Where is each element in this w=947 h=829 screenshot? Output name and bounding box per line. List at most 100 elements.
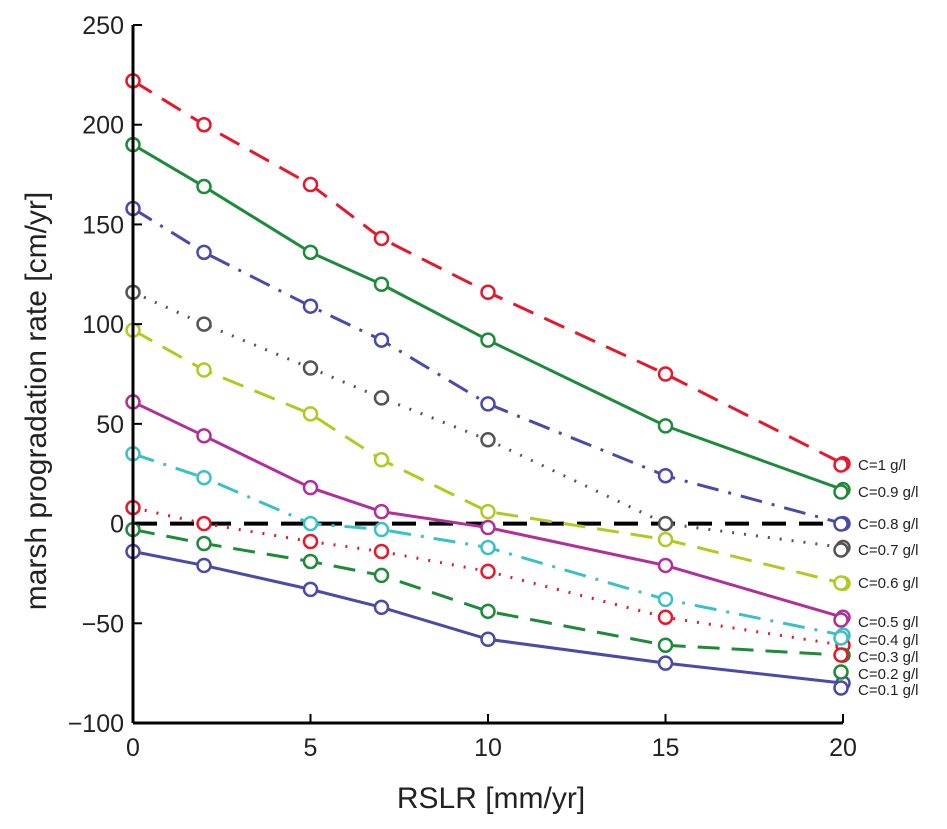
data-point [302,298,319,314]
series-line [132,207,844,526]
x-tick-label: 20 [829,734,857,762]
legend-item: C=0.4 g/l [833,630,918,649]
legend-group: C=1 g/l C=0.9 g/l C=0.8 g/l C=0.7 g/l C=0.6 … [833,457,918,699]
data-point [196,428,212,444]
data-point [302,515,319,532]
legend-marker [833,647,849,663]
legend-item: C=1 g/l [833,457,906,474]
series-2 [125,136,851,498]
data-point [480,563,496,580]
data-point [196,515,212,532]
legend-label: C=0.6 g/l [858,575,918,592]
legend-marker [833,664,849,680]
data-point [196,316,212,332]
legend-label: C=0.9 g/l [858,484,918,501]
data-point [373,503,390,520]
data-point [196,469,212,486]
x-tick-label: 0 [126,734,140,762]
legend-label: C=0.7 g/l [858,542,918,559]
data-point [657,531,674,548]
legend-label: C=0.4 g/l [858,632,918,649]
data-point [373,332,390,348]
data-point [302,176,319,193]
data-point [657,655,674,671]
series-3 [125,200,851,532]
data-point [373,276,390,293]
y-tick-label: 50 [96,411,124,439]
y-tick-label: 250 [82,12,124,40]
data-point [480,519,496,536]
data-point [657,515,674,532]
data-point [196,244,212,261]
data-point [657,591,674,608]
series-8 [125,499,851,653]
legend-item: C=0.7 g/l [833,542,918,559]
data-point [480,332,496,348]
legend-marker [833,630,849,646]
data-point [373,230,390,247]
data-point [302,244,319,261]
data-point [480,396,496,412]
data-point [373,567,390,584]
data-point [196,178,212,195]
data-point [302,406,319,422]
data-point [373,599,390,616]
legend-item: C=0.5 g/l [833,612,918,631]
data-point [302,360,319,376]
data-point [657,467,674,484]
legend-marker [833,612,849,628]
data-point [196,535,212,552]
x-axis-label: RSLR [mm/yr] [397,782,585,815]
data-point [196,362,212,378]
legend-label: C=0.2 g/l [858,666,918,683]
legend-item: C=0.8 g/l [833,516,918,533]
data-point [480,603,496,620]
y-axis-label: marsh progradation rate [cm/yr] [20,192,53,611]
y-tick-label: 0 [110,511,124,539]
legend-marker [833,484,849,500]
data-point [373,521,390,538]
series-10 [125,543,851,691]
data-point [302,533,319,550]
legend-item: C=0.1 g/l [833,680,918,699]
x-tick-label: 10 [474,734,502,762]
data-point [196,557,212,574]
legend-marker [833,457,849,473]
series-group [125,73,851,691]
data-point [657,557,674,574]
series-6 [125,394,851,626]
data-point [373,390,390,406]
legend-marker [833,516,849,532]
data-point [480,503,496,520]
data-point [480,432,496,448]
data-point [657,637,674,653]
y-tick-label: 150 [82,211,124,239]
data-point [480,539,496,556]
legend-label: C=0.3 g/l [858,649,918,666]
data-point [657,609,674,626]
data-point [302,553,319,570]
legend-marker [833,680,849,696]
data-point [480,284,496,300]
y-tick-label: 100 [82,311,124,339]
legend-item: C=0.3 g/l [833,647,918,666]
legend-marker [833,575,849,591]
data-point [657,418,674,434]
legend-label: C=0.8 g/l [858,516,918,533]
legend-label: C=1 g/l [858,457,906,474]
data-point [373,543,390,560]
data-point [196,116,212,133]
legend-item: C=0.9 g/l [833,484,918,501]
data-point [480,631,496,647]
data-point [657,366,674,382]
legend-marker [833,542,849,558]
y-tick-label: −100 [68,710,124,738]
legend-item: C=0.6 g/l [833,575,918,592]
legend-label: C=0.5 g/l [858,614,918,631]
x-tick-label: 15 [652,734,680,762]
y-tick-label: 200 [82,112,124,140]
data-point [373,452,390,468]
y-tick-label: −50 [82,610,124,638]
data-point [302,581,319,598]
